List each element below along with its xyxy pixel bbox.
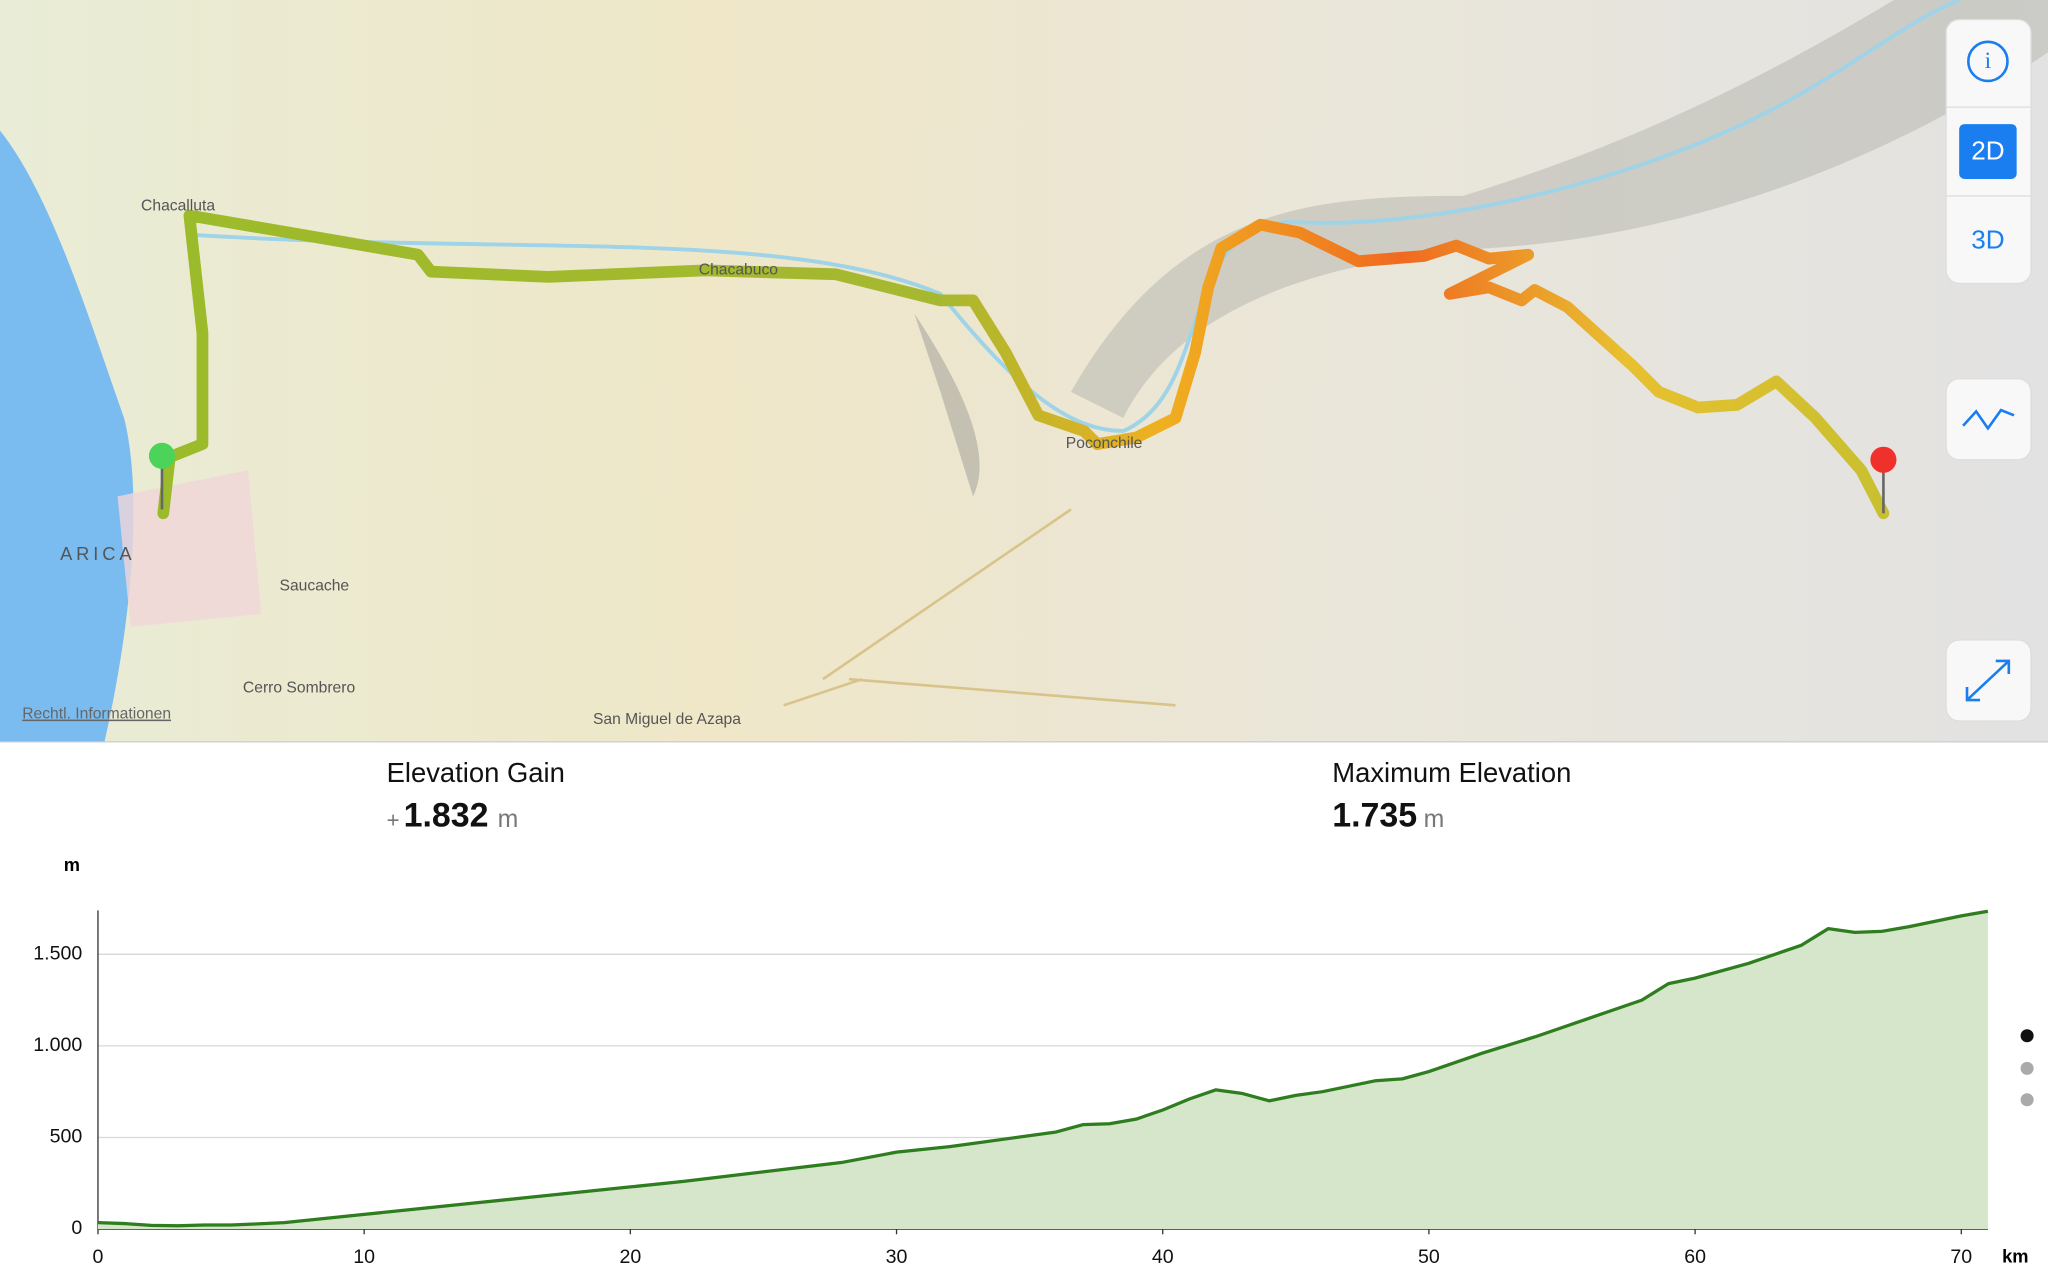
stats: Elevation Gain + 1.832 m Maximum Elevati… (387, 757, 1572, 835)
y-unit: m (64, 854, 80, 875)
y-tick-label: 1.000 (33, 1034, 82, 1056)
x-tick-label: 0 (93, 1246, 104, 1268)
end-pin (1870, 446, 1897, 514)
x-tick-label: 50 (1418, 1246, 1440, 1268)
x-tick-label: 10 (353, 1246, 375, 1268)
stat-unit: m (1424, 806, 1445, 833)
stat-value: 1.735 (1332, 797, 1417, 835)
y-tick-label: 1.500 (33, 942, 82, 964)
ridge-shade (914, 313, 980, 497)
stat-sign: + (387, 807, 400, 832)
city-area (117, 470, 262, 627)
place-label: Saucache (280, 578, 350, 595)
place-label: Poconchile (1066, 435, 1143, 452)
mode-2d-button[interactable] (1959, 124, 2017, 179)
route (157, 209, 1890, 520)
stat-label: Elevation Gain (387, 757, 565, 788)
stat-label: Maximum Elevation (1332, 757, 1571, 788)
roads (783, 508, 1176, 707)
legal-link[interactable]: Rechtl. Informationen (22, 706, 171, 723)
map[interactable]: Chacalluta Chacabuco Poconchile ARICA Sa… (0, 0, 2048, 742)
chart-icon (1962, 408, 2015, 431)
river (195, 0, 1960, 433)
x-tick-label: 70 (1950, 1246, 1972, 1268)
place-label: Chacalluta (141, 198, 215, 215)
x-tick-label: 20 (619, 1246, 641, 1268)
page-dot[interactable] (2020, 1029, 2034, 1043)
place-label: Chacabuco (699, 262, 778, 279)
start-pin (148, 442, 176, 510)
canyon-shade (1071, 0, 2048, 418)
place-label: ARICA (60, 543, 135, 564)
sea (0, 130, 134, 742)
info-icon: i (1985, 48, 1992, 74)
chart-button[interactable] (1945, 378, 2032, 461)
x-tick-label: 60 (1684, 1246, 1706, 1268)
place-label: Cerro Sombrero (243, 679, 356, 696)
x-tick-label: 40 (1152, 1246, 1174, 1268)
info-button[interactable] (1967, 40, 2009, 83)
x-tick-label: 30 (886, 1246, 908, 1268)
place-label: San Miguel de Azapa (593, 711, 741, 728)
page-dot[interactable] (2020, 1061, 2034, 1075)
mode-2d-label: 2D (1971, 136, 2004, 166)
expand-icon (1965, 659, 2011, 702)
elevation-area (97, 911, 1988, 1230)
elevation-line (97, 909, 1989, 1228)
y-tick-label: 500 (50, 1126, 83, 1148)
page-dot[interactable] (2020, 1093, 2034, 1107)
x-unit: km (2002, 1246, 2028, 1267)
mode-3d-button[interactable]: 3D (1971, 225, 2004, 255)
elevation-chart: m km 0 500 1.000 1.500 0 10 20 30 40 50 60 70 (33, 854, 2028, 1268)
pager[interactable] (2020, 1029, 2034, 1107)
y-tick-label: 0 (71, 1217, 82, 1239)
stat-unit: m (498, 806, 519, 833)
map-labels: Chacalluta Chacabuco Poconchile ARICA Sa… (60, 198, 1143, 728)
stat-value: 1.832 (404, 797, 489, 835)
